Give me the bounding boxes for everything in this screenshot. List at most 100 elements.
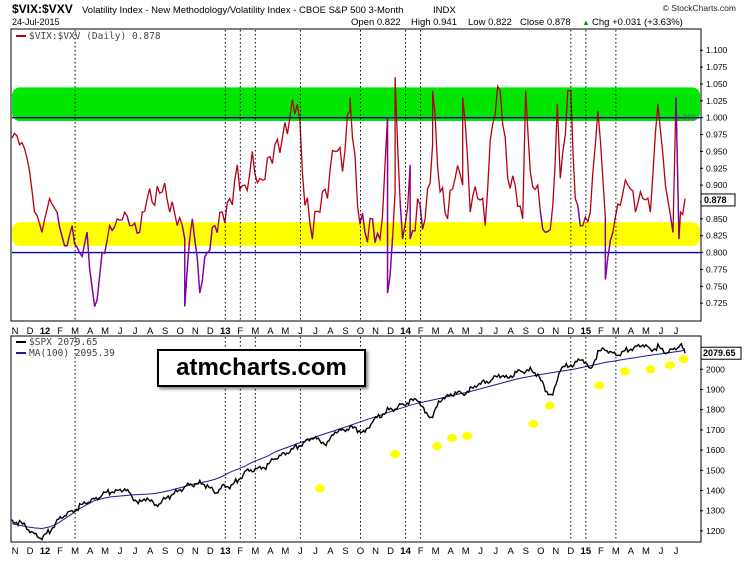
- y-tick-label-ratio: 1.075: [706, 62, 728, 72]
- ratio-low-segment: [191, 218, 196, 240]
- x-tick-label-spx: F: [418, 546, 424, 557]
- spx-last-value-label: 2079.65: [703, 348, 736, 358]
- x-tick-label-spx: J: [659, 546, 664, 557]
- green-zone: [12, 87, 700, 122]
- y-tick-label-ratio: 1.025: [706, 96, 728, 106]
- x-tick-label-spx: J: [674, 546, 679, 557]
- ratio-low-segment: [376, 233, 381, 240]
- x-tick-label-ratio: 12: [40, 326, 51, 337]
- x-tick-label-ratio: J: [659, 326, 664, 337]
- x-tick-label-ratio: D: [207, 326, 214, 337]
- y-tick-label-spx: 1200: [706, 526, 725, 536]
- y-tick-label-ratio: 1.000: [706, 113, 728, 123]
- ratio-low-segment: [181, 225, 186, 240]
- x-tick-label-ratio: A: [628, 326, 635, 337]
- ratio-low-segment: [371, 218, 376, 243]
- x-tick-label-ratio: A: [147, 326, 154, 337]
- pullback-marker: [619, 367, 630, 376]
- ratio-low-segment: [61, 236, 66, 246]
- ratio-low-segment: [134, 222, 138, 234]
- y-tick-label-spx: 1600: [706, 445, 725, 455]
- x-tick-label-ratio: J: [118, 326, 123, 337]
- y-tick-label-ratio: 0.850: [706, 214, 728, 224]
- x-tick-label-ratio: N: [372, 326, 379, 337]
- ratio-low-segment: [184, 268, 188, 307]
- x-tick-label-spx: F: [57, 546, 63, 557]
- x-tick-label-ratio: J: [133, 326, 138, 337]
- ratio-low-segment: [94, 299, 98, 307]
- x-tick-label-ratio: O: [537, 326, 544, 337]
- ratio-legend-swatch: [16, 35, 26, 37]
- x-tick-label-spx: O: [537, 546, 544, 557]
- pullback-marker: [462, 431, 473, 440]
- x-tick-label-ratio: F: [418, 326, 424, 337]
- x-tick-label-ratio: M: [251, 326, 259, 337]
- ratio-low-segment: [209, 227, 213, 251]
- y-tick-label-ratio: 0.725: [706, 298, 728, 308]
- y-tick-label-spx: 1500: [706, 465, 725, 475]
- ratio-low-segment: [74, 243, 78, 248]
- pullback-marker: [664, 361, 675, 370]
- x-tick-label-spx: J: [133, 546, 138, 557]
- y-tick-label-spx: 1800: [706, 405, 725, 415]
- ratio-low-segment: [419, 205, 424, 230]
- ratio-low-segment: [98, 252, 103, 277]
- x-tick-label-spx: J: [493, 546, 498, 557]
- x-tick-label-ratio: S: [523, 326, 529, 337]
- ratio-low-segment: [675, 97, 680, 240]
- ratio-low-segment: [196, 257, 201, 294]
- y-tick-label-spx: 1700: [706, 425, 725, 435]
- x-tick-label-ratio: J: [298, 326, 303, 337]
- ratio-low-segment: [66, 235, 71, 246]
- low-label: Low 0.822: [468, 17, 512, 28]
- ratio-panel-frame: [10, 28, 702, 322]
- x-tick-label-spx: J: [478, 546, 483, 557]
- ratio-low-segment: [126, 215, 131, 226]
- ratio-low-segment: [91, 286, 96, 307]
- x-tick-label-ratio: N: [552, 326, 559, 337]
- ratio-low-segment: [374, 233, 379, 243]
- ratio-low-segment: [186, 237, 191, 269]
- y-tick-label-ratio: 0.775: [706, 264, 728, 274]
- y-tick-label-ratio: 0.950: [706, 146, 728, 156]
- change-label: Chg +0.031 (+3.63%): [592, 17, 683, 28]
- x-tick-label-ratio: J: [478, 326, 483, 337]
- x-tick-label-spx: O: [177, 546, 184, 557]
- watermark-label: atmcharts.com: [157, 349, 366, 387]
- ratio-low-segment: [38, 223, 43, 233]
- ratio-low-segment: [58, 227, 63, 237]
- y-tick-label-ratio: 0.975: [706, 130, 728, 140]
- y-tick-label-ratio: 1.100: [706, 45, 728, 55]
- yellow-zone: [12, 222, 700, 246]
- ratio-low-segment: [389, 237, 394, 277]
- ratio-low-segment: [76, 247, 81, 253]
- x-tick-label-spx: A: [267, 546, 274, 557]
- x-tick-label-spx: M: [642, 546, 650, 557]
- x-tick-label-spx: 15: [581, 546, 592, 557]
- x-tick-label-ratio: A: [87, 326, 94, 337]
- x-tick-label-spx: F: [598, 546, 604, 557]
- copyright-label: © StockCharts.com: [663, 3, 736, 13]
- x-tick-label-spx: M: [281, 546, 289, 557]
- ratio-low-segment: [204, 252, 208, 258]
- x-tick-label-ratio: M: [281, 326, 289, 337]
- ratio-low-segment: [136, 231, 140, 234]
- y-tick-label-ratio: 0.925: [706, 163, 728, 173]
- ratio-low-segment: [199, 280, 203, 294]
- x-tick-label-ratio: M: [642, 326, 650, 337]
- ma-legend: MA(100) 2095.39: [29, 348, 115, 359]
- pullback-marker: [594, 381, 605, 390]
- x-tick-label-ratio: D: [567, 326, 574, 337]
- date-label: 24-Jul-2015: [12, 17, 60, 27]
- ma100-line: [11, 349, 686, 530]
- x-tick-label-ratio: M: [462, 326, 470, 337]
- spx-last-value-box: [700, 346, 742, 360]
- x-tick-label-spx: D: [567, 546, 574, 557]
- ratio-low-segment: [88, 268, 93, 288]
- y-tick-label-ratio: 1.050: [706, 79, 728, 89]
- x-tick-label-spx: D: [27, 546, 34, 557]
- x-tick-label-ratio: A: [327, 326, 334, 337]
- x-tick-label-spx: A: [87, 546, 94, 557]
- x-tick-label-ratio: N: [12, 326, 19, 337]
